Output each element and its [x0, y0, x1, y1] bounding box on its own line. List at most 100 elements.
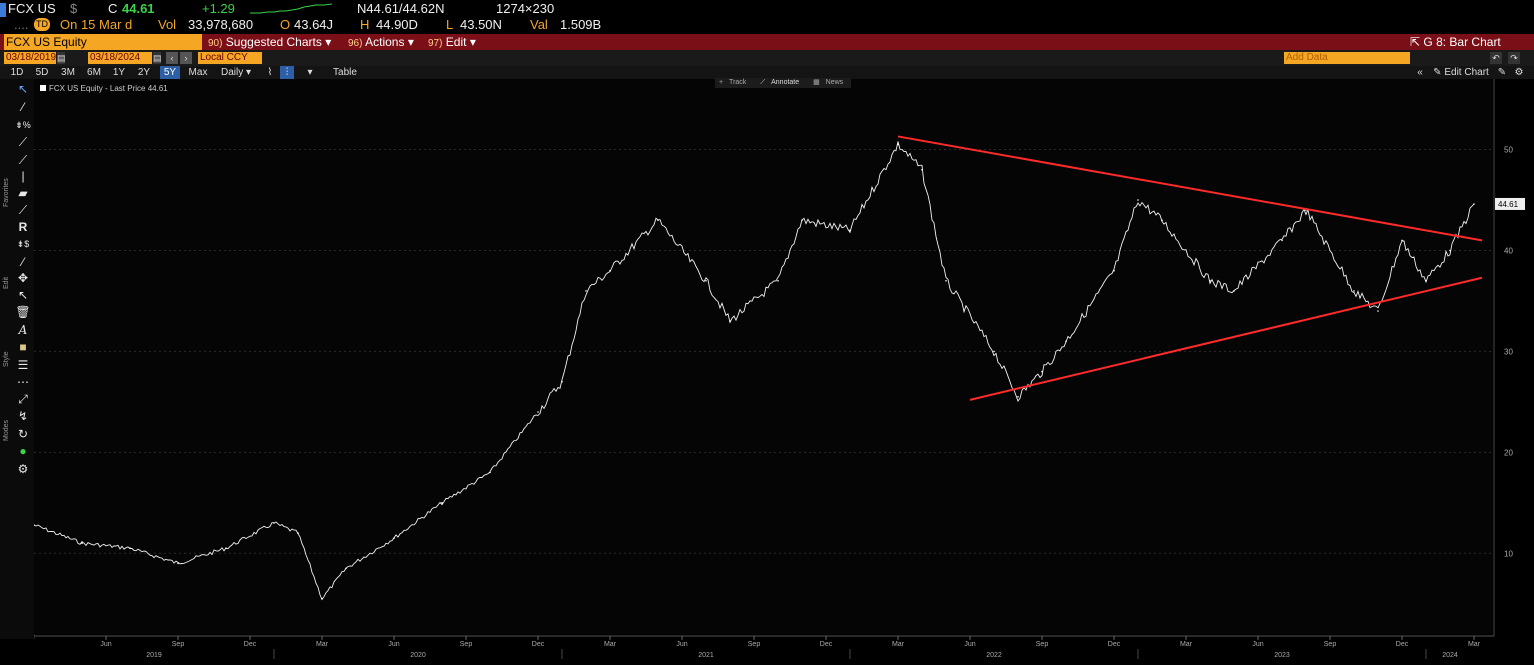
high-label: H: [360, 17, 370, 32]
calendar-icon[interactable]: ▤: [57, 52, 66, 64]
line-chart-icon[interactable]: ⌇: [267, 67, 273, 78]
trendlines[interactable]: [897, 135, 1483, 401]
price-point: [489, 471, 491, 474]
x-tick-label: Mar: [316, 641, 329, 648]
redo-icon[interactable]: ↷: [1508, 52, 1520, 64]
add-data-input[interactable]: Add Data: [1284, 52, 1410, 64]
price-point: [729, 320, 731, 322]
period-6m[interactable]: 6M: [87, 67, 101, 78]
table-button[interactable]: Table: [333, 67, 357, 78]
legend-swatch: [40, 85, 46, 91]
undo-icon[interactable]: ↶: [1490, 52, 1502, 64]
fill-color-icon[interactable]: ■: [19, 340, 27, 354]
x-tick-label: Sep: [1324, 641, 1337, 648]
year-label: 2019: [146, 652, 162, 659]
frequency-label: Daily: [220, 67, 244, 78]
end-date-input[interactable]: 03/18/2024: [88, 52, 152, 64]
tab-track[interactable]: + Track: [715, 79, 754, 86]
magnet-icon[interactable]: ⤢: [18, 392, 28, 406]
edit-chart-label: Edit Chart: [1444, 67, 1489, 78]
edit-menu[interactable]: 97) Edit ▾: [428, 34, 476, 50]
frequency-select[interactable]: Daily ▾: [220, 67, 252, 78]
trendline-icon[interactable]: ⟋: [18, 135, 28, 149]
actions-menu[interactable]: 96) Actions ▾: [348, 34, 414, 50]
menu-number: 96): [348, 38, 363, 49]
period-3m[interactable]: 3M: [61, 67, 75, 78]
popout-icon: ⇱: [1410, 35, 1421, 49]
price-point: [1113, 269, 1115, 272]
x-tick-label: Sep: [1036, 641, 1049, 648]
refresh-icon[interactable]: ↻: [17, 427, 29, 441]
color-palette-icon[interactable]: ●: [19, 444, 27, 458]
collapse-icon[interactable]: «: [1417, 67, 1423, 78]
year-label: 2021: [698, 652, 714, 659]
channel-icon[interactable]: ▰: [18, 186, 28, 200]
menu-number: 97): [428, 38, 443, 49]
tab-news[interactable]: ▦ News: [809, 79, 851, 86]
text-style-icon[interactable]: A: [18, 323, 28, 337]
period-1y[interactable]: 1Y: [112, 67, 126, 78]
tab-news-label: News: [825, 79, 844, 86]
regression-icon[interactable]: R: [18, 220, 28, 234]
x-tick-label: Dec: [820, 641, 833, 648]
chart-type-dropdown[interactable]: ▾: [307, 67, 313, 78]
tab-annotate[interactable]: ⟋ Annotate: [756, 79, 807, 86]
suggested-charts-menu[interactable]: 90) Suggested Charts ▾: [208, 34, 331, 50]
draw-line-icon[interactable]: ⁄: [21, 255, 24, 269]
start-date-input[interactable]: 03/18/2019: [4, 52, 57, 64]
ray-icon[interactable]: ⟋: [18, 153, 28, 167]
edit-chart-button[interactable]: ✎ Edit Chart: [1433, 67, 1489, 78]
line-weight-icon[interactable]: ☰: [17, 358, 29, 372]
snap-icon[interactable]: ↯: [17, 409, 29, 423]
menu-label: Edit: [445, 35, 467, 49]
price-chart[interactable]: 10 20 30 40 50 Jun Sep Dec Mar Jun Sep Dec Mar Jun Se…: [33, 79, 1534, 660]
price-tool-icon[interactable]: ⇟$: [16, 239, 30, 249]
price-point: [273, 522, 275, 524]
price-point: [33, 524, 35, 526]
select-icon[interactable]: ↖: [17, 288, 29, 302]
period-max[interactable]: Max: [188, 67, 208, 78]
pen-icon[interactable]: ⁄: [21, 100, 24, 114]
chart-legend[interactable]: FCX US Equity - Last Price 44.61: [40, 84, 168, 93]
calendar-icon[interactable]: ▤: [153, 52, 162, 64]
line-style-icon[interactable]: ⋯: [17, 375, 29, 389]
period-1d[interactable]: 1D: [10, 67, 24, 78]
price-point: [537, 411, 539, 413]
vertical-line-icon[interactable]: |: [21, 169, 25, 183]
y-tick-label: 40: [1504, 246, 1513, 255]
last-price-box: [1495, 197, 1525, 210]
bar-chart-icon[interactable]: ⫶: [280, 66, 294, 79]
currency-select[interactable]: Local CCY: [198, 52, 262, 64]
x-tick-label: Mar: [1180, 641, 1193, 648]
chevron-down-icon: ▾: [407, 35, 414, 49]
period-5d[interactable]: 5D: [35, 67, 49, 78]
trash-icon[interactable]: 🗑: [15, 305, 31, 319]
open-price: 43.64J: [294, 17, 334, 32]
percent-tool-icon[interactable]: ⇟%: [15, 120, 31, 130]
drawing-toolbar: ↖ ⁄ ⇟% ⟋ ⟋ | ▰ ⟋ R ⇟$ Favorites ⁄ ✥ ↖ 🗑 …: [0, 79, 35, 639]
y-axis: 10 20 30 40 50: [1493, 79, 1513, 636]
x-tick-label: Jun: [388, 641, 399, 648]
period-bar: 1D 5D 3M 6M 1Y 2Y 5Y Max Daily ▾ ⌇ ⫶ ▾ T…: [0, 66, 1534, 79]
settings-icon[interactable]: ⚙: [17, 462, 29, 476]
x-tick-label: Jun: [964, 641, 975, 648]
gear-icon[interactable]: ⚙: [1514, 67, 1524, 78]
fib-icon[interactable]: ⟋: [18, 203, 28, 217]
support-trendline[interactable]: [969, 276, 1483, 401]
function-title[interactable]: ⇱ G 8: Bar Chart: [1410, 34, 1501, 50]
move-icon[interactable]: ✥: [17, 271, 29, 285]
price-point: [321, 597, 323, 600]
pencil-icon[interactable]: ✎: [1497, 67, 1507, 78]
chart-area[interactable]: 10 20 30 40 50 Jun Sep Dec Mar Jun Sep Dec Mar Jun Se…: [33, 79, 1534, 660]
td-badge[interactable]: TD: [34, 18, 50, 31]
pointer-icon[interactable]: ↖: [17, 82, 29, 96]
period-5y[interactable]: 5Y: [160, 66, 180, 79]
price-point: [777, 280, 779, 282]
quote-ticker[interactable]: FCX US: [8, 1, 56, 16]
security-field[interactable]: FCX US Equity: [4, 34, 202, 50]
prev-period-button[interactable]: ‹: [166, 52, 178, 64]
next-period-button[interactable]: ›: [180, 52, 192, 64]
y-tick-label: 30: [1504, 347, 1513, 356]
period-2y[interactable]: 2Y: [137, 67, 151, 78]
resistance-trendline[interactable]: [897, 135, 1483, 242]
